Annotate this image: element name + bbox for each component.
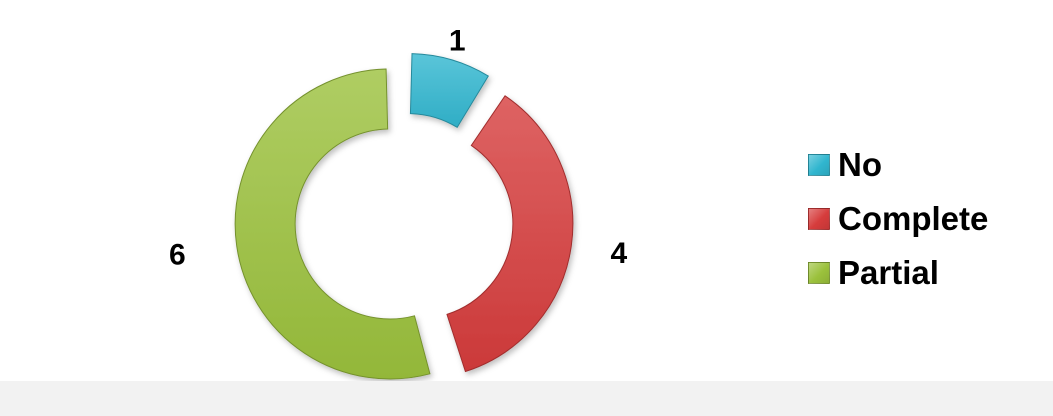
- legend-item-no: No: [808, 138, 988, 192]
- legend-swatch-partial: [808, 262, 830, 284]
- data-label-complete: 4: [610, 237, 627, 270]
- donut-slice-complete: [446, 95, 574, 373]
- legend-swatch-no: [808, 154, 830, 176]
- legend-label-partial: Partial: [838, 254, 939, 291]
- legend-label-no: No: [838, 146, 882, 183]
- donut-slice-partial: [234, 68, 431, 380]
- legend: No Complete Partial: [808, 138, 988, 300]
- legend-swatch-complete: [808, 208, 830, 230]
- bottom-strip: [0, 381, 1053, 416]
- donut-slice-no: [409, 53, 489, 129]
- legend-item-partial: Partial: [808, 246, 988, 300]
- legend-label-complete: Complete: [838, 200, 989, 237]
- data-label-no: 1: [449, 25, 466, 58]
- legend-item-complete: Complete: [808, 192, 988, 246]
- data-label-partial: 6: [169, 239, 186, 272]
